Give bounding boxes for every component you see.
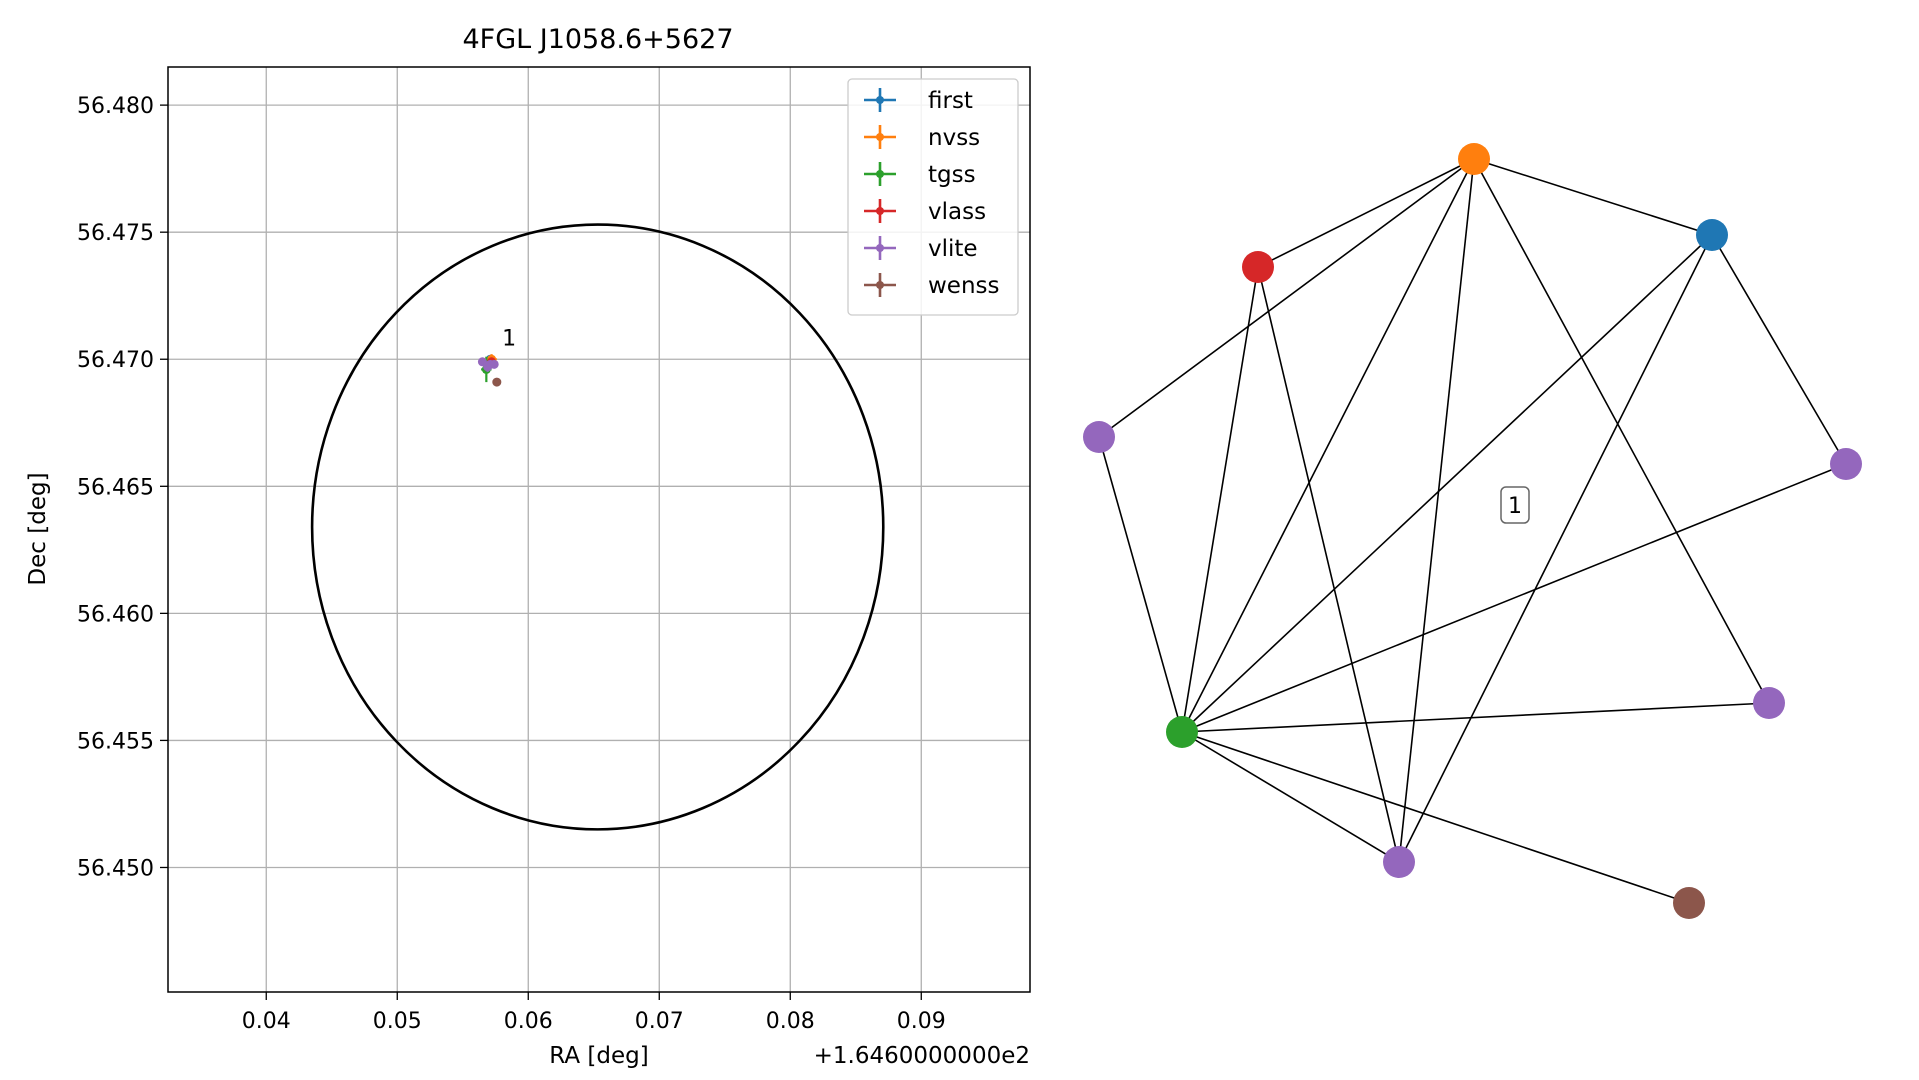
- legend-entry-vlite: vlite: [864, 236, 978, 262]
- y-tick-label: 56.460: [77, 602, 154, 627]
- network-node: [1696, 219, 1728, 251]
- x-axis-ticks: 0.04 0.05 0.06 0.07 0.08 0.09: [242, 992, 946, 1034]
- network-node: [1383, 846, 1415, 878]
- legend-entry-nvss: nvss: [864, 125, 980, 151]
- y-tick-label: 56.455: [77, 729, 154, 754]
- chart-title: 4FGL J1058.6+5627: [462, 24, 733, 55]
- network-edge: [1398, 158, 1475, 863]
- legend-label: wenss: [928, 273, 1000, 299]
- wenss-point: [492, 377, 502, 387]
- network-edge: [1181, 463, 1847, 733]
- legend-swatch-marker: [876, 96, 884, 104]
- network-edge: [1473, 158, 1770, 704]
- network-edge: [1181, 731, 1400, 863]
- y-axis-ticks: 56.450 56.455 56.460 56.465 56.470 56.475 56.4…: [77, 94, 168, 881]
- x-tick-label: 0.06: [504, 1009, 553, 1034]
- network-edge: [1098, 436, 1183, 733]
- axes-frame: [167, 66, 1031, 993]
- network-annotation: 1: [1500, 486, 1530, 524]
- legend-entry-wenss: wenss: [864, 273, 1000, 299]
- network-edge: [1711, 234, 1847, 465]
- legend-swatch-marker: [876, 133, 884, 141]
- legend-entry-vlass: vlass: [864, 199, 986, 225]
- network-node: [1673, 887, 1705, 919]
- y-tick-label: 56.450: [77, 856, 154, 881]
- network-nodes: [1083, 143, 1862, 919]
- x-axis-offset-label: +1.6460000000e2: [814, 1043, 1030, 1069]
- legend: first nvss tgss vlass vlite wenss: [847, 78, 1019, 316]
- y-tick-label: 56.475: [77, 221, 154, 246]
- network-annotation-box: [1500, 486, 1530, 524]
- wenss-marker: [492, 377, 502, 387]
- y-tick-label: 56.470: [77, 348, 154, 373]
- network-edge: [1181, 158, 1475, 733]
- x-tick-label: 0.04: [242, 1009, 291, 1034]
- x-tick-label: 0.08: [766, 1009, 815, 1034]
- network-edge: [1257, 266, 1400, 863]
- legend-swatch-marker: [876, 281, 884, 289]
- network-node: [1166, 716, 1198, 748]
- legend-swatch-marker: [876, 207, 884, 215]
- legend-label: nvss: [928, 125, 980, 151]
- x-tick-label: 0.09: [897, 1009, 946, 1034]
- vlite-point: [485, 359, 495, 369]
- network-edge: [1098, 158, 1475, 438]
- legend-swatch-marker: [876, 170, 884, 178]
- network-edge: [1181, 266, 1259, 733]
- network-annotation-layer: 1: [1500, 486, 1530, 524]
- vlite-marker: [485, 359, 495, 369]
- network-edges: [1098, 158, 1847, 904]
- network-panel: 1: [1083, 143, 1862, 919]
- y-tick-label: 56.465: [77, 475, 154, 500]
- network-edge: [1257, 158, 1475, 268]
- network-node: [1242, 251, 1274, 283]
- error-ellipse-layer: [310, 223, 885, 831]
- network-edge: [1181, 731, 1690, 904]
- scatter-panel: 4FGL J1058.6+5627 1 0.04 0.05 0.06 0.07 0.08…: [25, 24, 1031, 1069]
- network-annotation-label: 1: [1508, 494, 1522, 519]
- network-edge: [1181, 702, 1770, 733]
- annotation-layer: 1: [502, 327, 516, 352]
- legend-label: first: [928, 88, 973, 114]
- network-node: [1458, 143, 1490, 175]
- data-points-layer: [477, 354, 502, 387]
- network-edge: [1398, 234, 1713, 863]
- legend-entry-first: first: [864, 88, 973, 114]
- legend-label: tgss: [928, 162, 976, 188]
- network-node: [1830, 448, 1862, 480]
- y-tick-label: 56.480: [77, 94, 154, 119]
- legend-entry-tgss: tgss: [864, 162, 976, 188]
- network-edge: [1473, 158, 1713, 236]
- legend-label: vlass: [928, 199, 986, 225]
- localization-error-ellipse: [310, 223, 885, 831]
- legend-label: vlite: [928, 236, 978, 262]
- y-axis-label: Dec [deg]: [25, 472, 51, 585]
- point-annotation: 1: [502, 327, 516, 352]
- network-node: [1753, 687, 1785, 719]
- network-edge: [1181, 234, 1713, 733]
- x-tick-label: 0.05: [373, 1009, 422, 1034]
- legend-swatch-marker: [876, 244, 884, 252]
- x-axis-label: RA [deg]: [549, 1043, 648, 1069]
- x-tick-label: 0.07: [635, 1009, 684, 1034]
- network-node: [1083, 421, 1115, 453]
